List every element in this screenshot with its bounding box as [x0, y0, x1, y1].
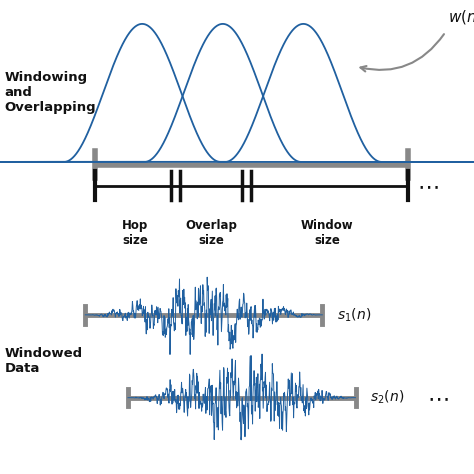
Text: Hop
size: Hop size: [122, 219, 148, 247]
Text: $w(n)$: $w(n)$: [448, 8, 474, 26]
Text: Overlap
size: Overlap size: [185, 219, 237, 247]
Text: $s_1(n)$: $s_1(n)$: [337, 306, 371, 324]
Text: Windowed
Data: Windowed Data: [5, 346, 83, 374]
Text: Windowing
and
Overlapping: Windowing and Overlapping: [5, 72, 96, 114]
Text: Window
size: Window size: [301, 219, 354, 247]
Text: $\cdots$: $\cdots$: [417, 176, 439, 196]
Text: $\cdots$: $\cdots$: [427, 388, 448, 408]
Text: $s_2(n)$: $s_2(n)$: [370, 389, 404, 406]
